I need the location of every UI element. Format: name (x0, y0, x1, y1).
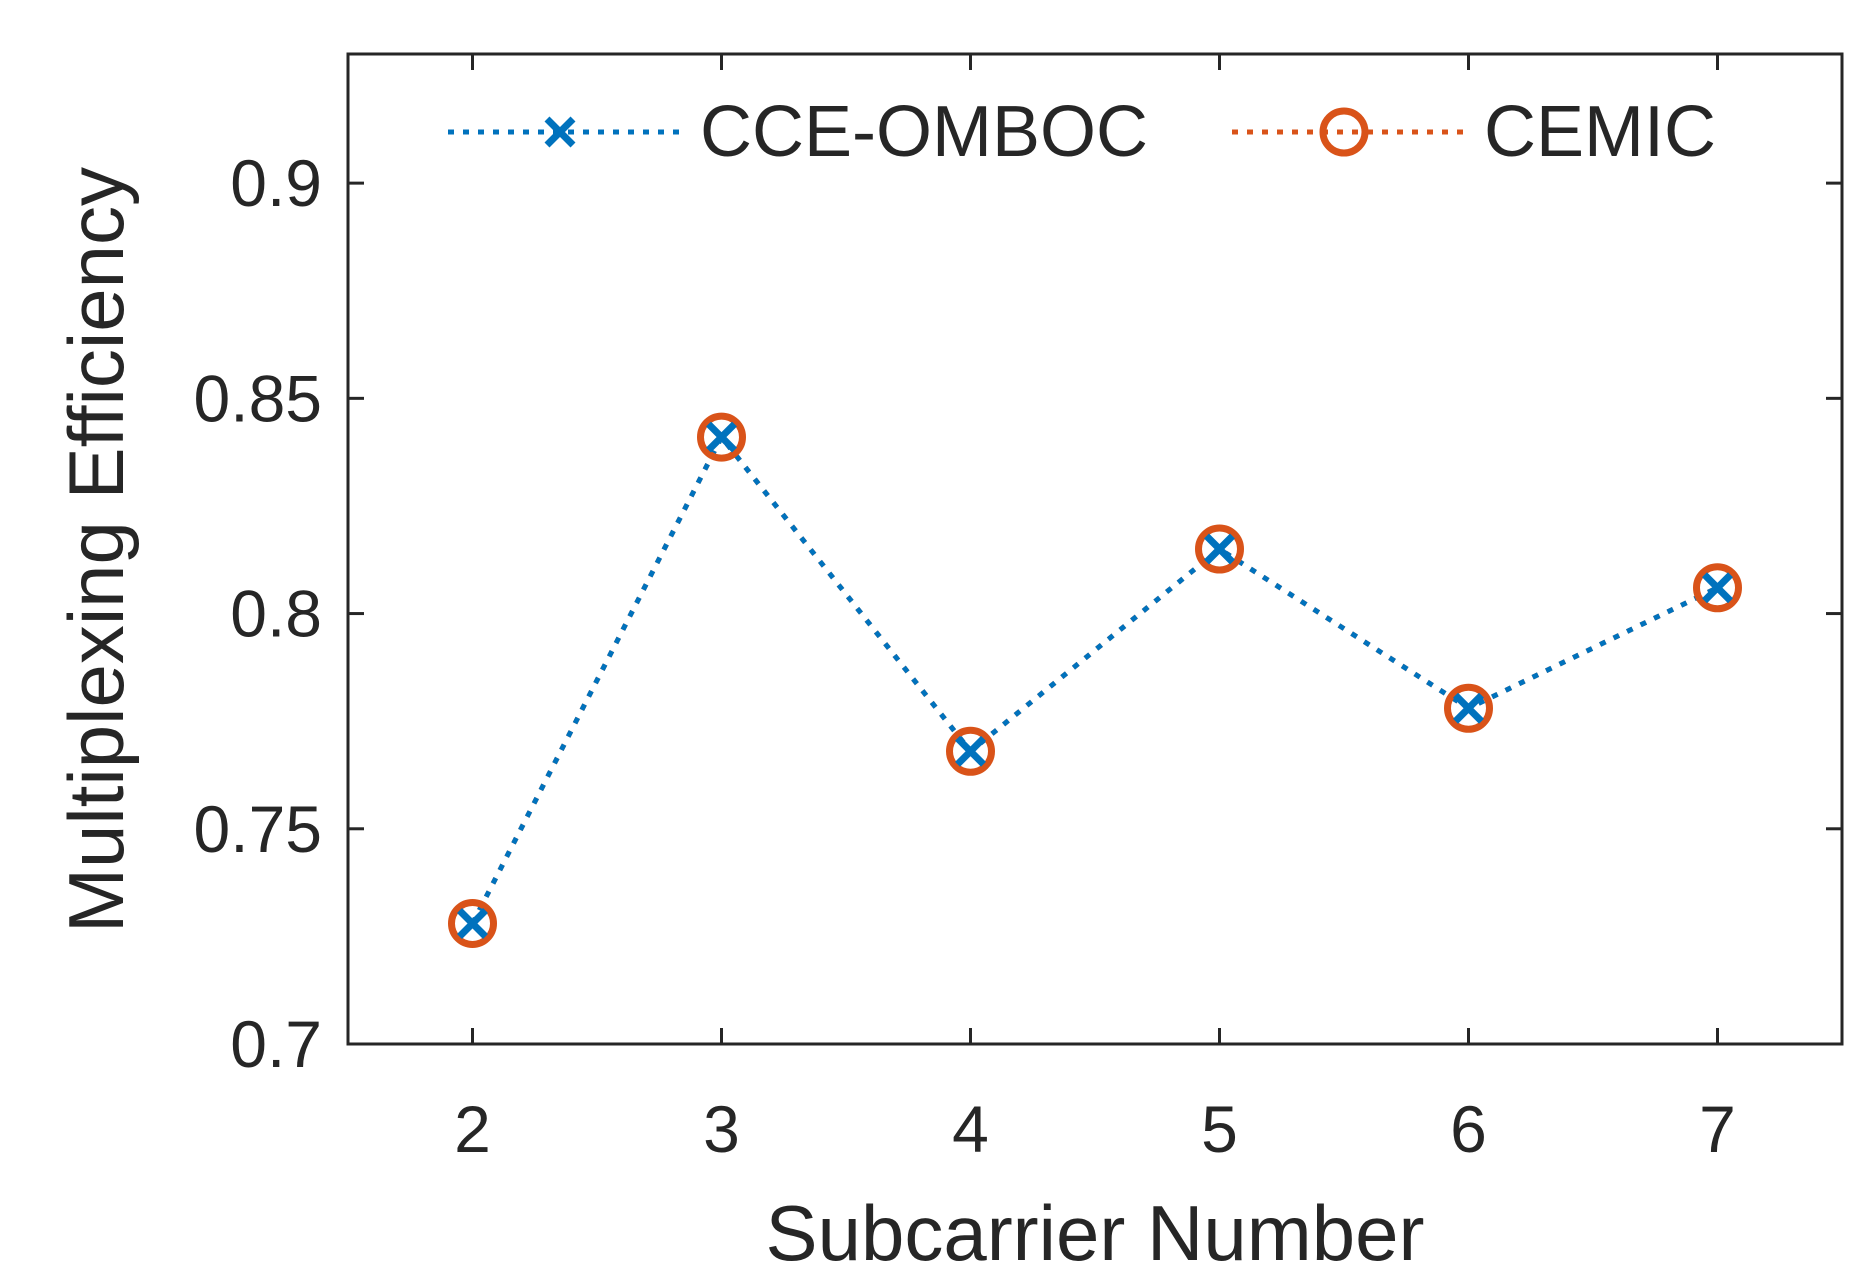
y-tick-label: 0.85 (194, 361, 322, 435)
data-point-cemic (1444, 683, 1493, 733)
x-marker-stroke (457, 908, 488, 939)
x-tick-label: 2 (454, 1092, 491, 1166)
x-marker-stroke (1702, 572, 1733, 604)
legend: CCE-OMBOC CEMIC (448, 92, 1716, 172)
data-point-cemic (1693, 563, 1742, 613)
legend-marker (544, 116, 576, 148)
legend-label: CEMIC (1484, 92, 1716, 172)
x-marker-stroke (955, 735, 986, 767)
legend-marker (1319, 107, 1369, 157)
y-tick-label: 0.9 (230, 146, 322, 220)
data-point-cce-omboc (955, 735, 986, 767)
data-point-cce-omboc (706, 421, 737, 453)
x-marker-stroke (1453, 692, 1484, 724)
x-tick-label: 4 (952, 1092, 989, 1166)
data-point-cemic (697, 412, 746, 462)
y-tick-label: 0.8 (230, 577, 322, 651)
data-point-cemic (448, 898, 497, 948)
y-axis-ticks: 0.7 0.75 0.8 0.85 0.9 (194, 146, 1842, 1081)
data-point-cce-omboc (457, 908, 488, 939)
x-axis-ticks: 2 3 4 5 6 7 (454, 54, 1736, 1166)
y-tick-label: 0.7 (230, 1007, 322, 1081)
data-point-cemic (946, 726, 995, 776)
data-point-cce-omboc (1702, 572, 1733, 604)
legend-item-cce-omboc: CCE-OMBOC (448, 92, 1148, 172)
data-point-cemic (1195, 524, 1244, 574)
data-point-cce-omboc (1204, 533, 1235, 565)
plot-area (348, 54, 1842, 1044)
x-tick-label: 3 (703, 1092, 740, 1166)
series-layer (448, 412, 1742, 948)
plot-frame (346, 52, 1844, 1046)
y-axis-label: Multiplexing Efficiency (52, 167, 140, 933)
legend-label: CCE-OMBOC (700, 92, 1148, 172)
x-axis-label: Subcarrier Number (766, 1189, 1425, 1277)
y-tick-label: 0.75 (194, 792, 322, 866)
legend-item-cemic: CEMIC (1232, 92, 1716, 172)
data-point-cce-omboc (1453, 692, 1484, 724)
x-tick-label: 5 (1201, 1092, 1238, 1166)
x-marker-stroke (544, 116, 576, 148)
x-marker-stroke (706, 421, 737, 453)
x-tick-label: 6 (1450, 1092, 1487, 1166)
series-line-cce-omboc (470, 432, 1719, 925)
x-tick-label: 7 (1699, 1092, 1736, 1166)
x-marker-stroke (1204, 533, 1235, 565)
